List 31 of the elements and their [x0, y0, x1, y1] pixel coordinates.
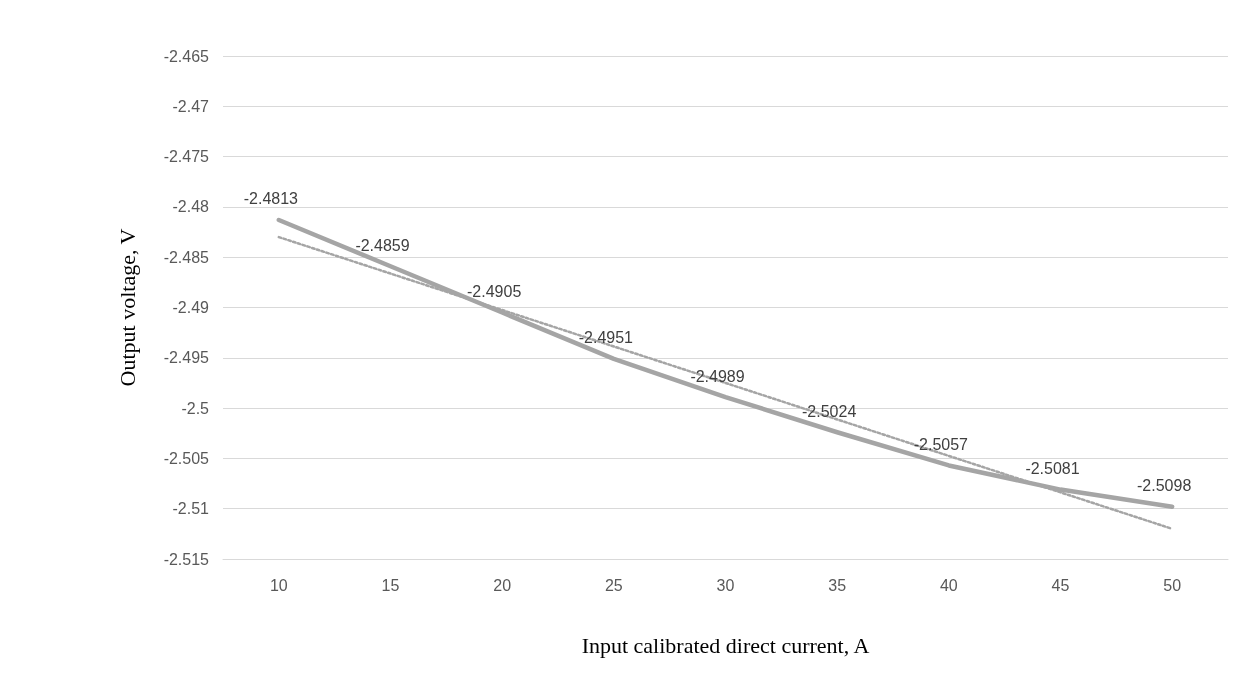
- data-label: -2.5098: [1137, 477, 1192, 495]
- x-tick-label: 50: [1163, 576, 1182, 594]
- y-tick-label: -2.49: [172, 299, 210, 316]
- x-tick-label: 40: [939, 576, 958, 594]
- y-tick-label: -2.48: [172, 198, 210, 216]
- data-label: -2.5057: [913, 435, 969, 453]
- data-label: -2.4859: [355, 236, 410, 254]
- y-tick-label: -2.505: [163, 449, 210, 467]
- data-label: -2.5024: [802, 402, 857, 420]
- y-tick-label: -2.5: [181, 399, 210, 417]
- x-tick-label: 25: [604, 576, 623, 594]
- data-label: -2.5081: [1025, 460, 1080, 478]
- y-tick-label: -2.465: [163, 47, 210, 65]
- y-tick-label: -2.47: [172, 97, 210, 115]
- data-label: -2.4813: [243, 190, 299, 208]
- data-label: -2.4989: [690, 367, 745, 385]
- y-tick-label: -2.515: [163, 550, 210, 568]
- y-tick-label: -2.475: [163, 148, 210, 166]
- x-tick-label: 20: [493, 576, 512, 594]
- data-label: -2.4951: [578, 329, 634, 347]
- x-tick-label: 35: [828, 576, 847, 594]
- x-tick-label: 45: [1051, 576, 1070, 594]
- x-tick-label: 30: [716, 576, 735, 594]
- x-tick-label: 15: [381, 576, 400, 594]
- data-label: -2.4905: [467, 283, 522, 301]
- y-tick-label: -2.485: [163, 248, 210, 266]
- y-tick-label: -2.495: [163, 349, 210, 367]
- x-tick-label: 10: [269, 576, 288, 594]
- y-tick-label: -2.51: [172, 500, 210, 518]
- y-axis-title: Output voltage, V: [114, 228, 140, 387]
- x-axis-title: Input calibrated direct current, A: [581, 632, 870, 658]
